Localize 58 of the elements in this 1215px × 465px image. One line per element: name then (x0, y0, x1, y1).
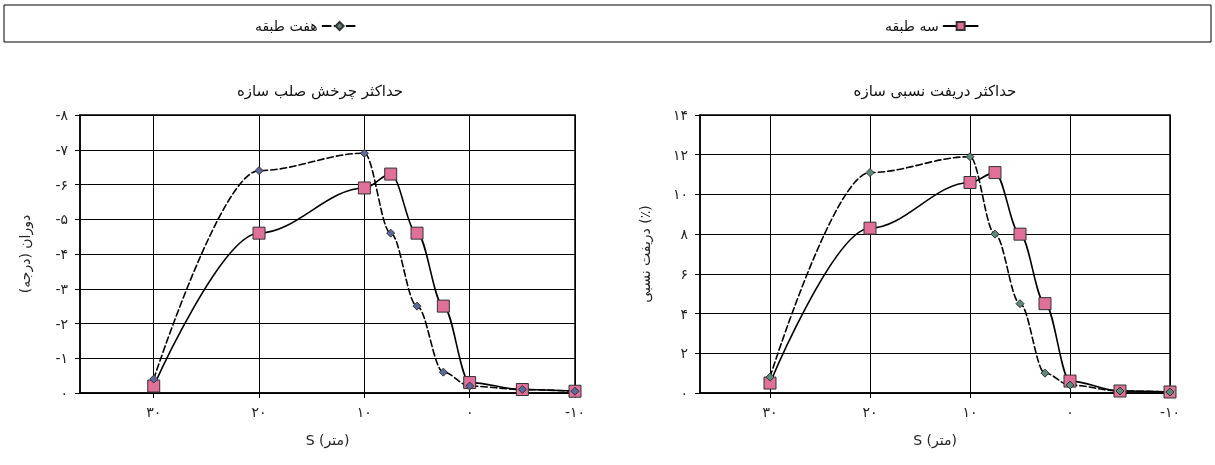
x-tick-label: -۱۰ (1159, 404, 1181, 420)
point (1013, 227, 1027, 241)
y-tick-label: ۱۴ (672, 107, 688, 123)
point (254, 166, 264, 176)
point (410, 226, 424, 240)
point (359, 148, 369, 158)
y-tick-label: ۸ (680, 226, 689, 243)
y-axis-title: دریفت نسبی (٪) (637, 205, 654, 303)
x-tick-label: ۰ (465, 404, 474, 420)
x-axis-title: S (متر) (913, 432, 957, 449)
point (436, 299, 450, 313)
point (1038, 297, 1052, 311)
point (1040, 368, 1050, 378)
y-tick-label: -۷ (55, 141, 69, 158)
y-tick-label: -۲ (55, 315, 68, 332)
y-tick-label: ۱۲ (672, 146, 688, 163)
point (1015, 299, 1025, 309)
x-axis-title: S (متر) (305, 432, 350, 449)
point (990, 229, 1000, 239)
point (438, 367, 448, 377)
x-tick-label: ۲۰ (251, 404, 267, 420)
point (465, 381, 475, 391)
point (412, 301, 422, 311)
y-tick-label: -۱ (55, 350, 68, 367)
y-tick-label: -۴ (55, 246, 68, 262)
legend-label: هفت طبقه (254, 18, 318, 34)
y-tick-label: -۵ (55, 211, 68, 228)
x-tick-label: ۰ (1066, 404, 1074, 420)
x-tick-label: ۱۰ (962, 404, 978, 420)
point (965, 152, 975, 162)
y-tick-label: ۲ (680, 345, 688, 362)
y-tick-label: ۱۰ (672, 186, 688, 203)
x-tick-label: ۳۰ (762, 404, 778, 420)
x-tick-label: ۱۰ (356, 404, 372, 420)
point (252, 226, 266, 240)
y-tick-label: ۶ (680, 265, 688, 282)
point (863, 221, 877, 235)
y-tick-label: ۴ (680, 305, 688, 322)
x-tick-label: ۳۰ (146, 404, 162, 420)
legend-label: سه طبقه (884, 18, 939, 34)
y-tick-label: -۶ (55, 176, 68, 193)
y-tick-label: ۰ (60, 385, 68, 401)
chart-title: حداکثر چرخش صلب سازه (236, 81, 404, 100)
point (963, 176, 977, 190)
point (386, 228, 396, 238)
point (865, 168, 875, 178)
y-tick-label: ۰ (680, 385, 688, 401)
chart-title: حداکثر دریفت نسبی سازه (853, 81, 1017, 100)
x-tick-label: ۲۰ (862, 404, 878, 420)
y-axis-title: دوران (درجه) (17, 214, 34, 294)
y-tick-label: -۸ (55, 107, 69, 123)
point (988, 166, 1002, 180)
point (384, 167, 398, 181)
y-tick-label: -۳ (55, 280, 69, 297)
point (357, 181, 371, 195)
point (765, 372, 775, 382)
point (149, 374, 159, 384)
x-tick-label: -۱۰ (564, 404, 586, 420)
